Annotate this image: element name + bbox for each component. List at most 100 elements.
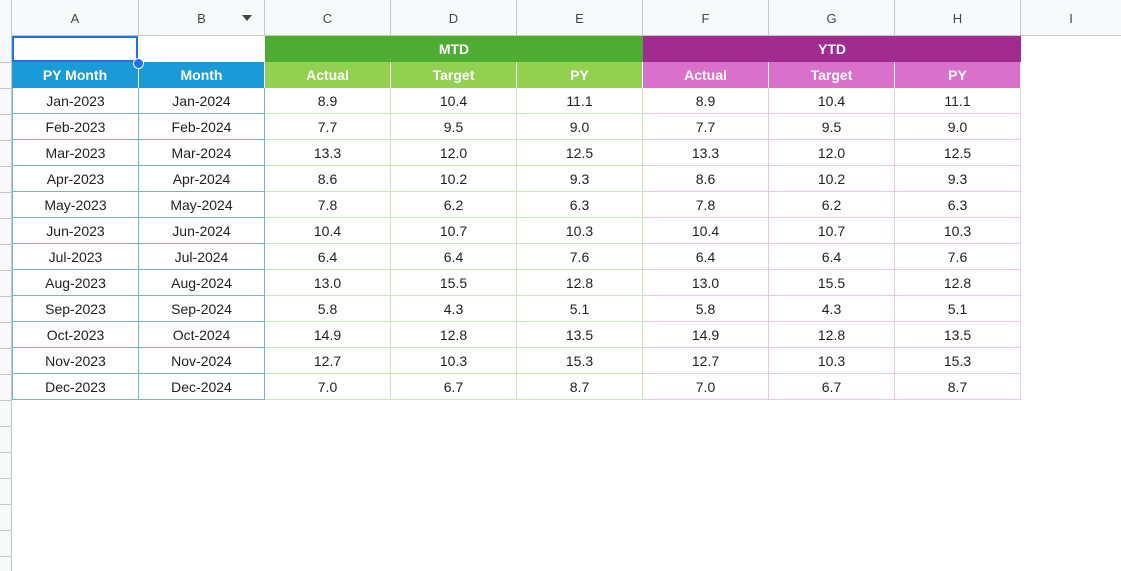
cell-mtd-actual[interactable]: 12.7 [265,348,391,374]
cell-ytd-target[interactable]: 12.0 [769,140,895,166]
cell-ytd-py[interactable]: 13.5 [895,322,1021,348]
column-header-g[interactable]: G [769,0,895,36]
cell-py-month[interactable]: Sep-2023 [12,296,139,322]
cell-py-month[interactable]: Jul-2023 [12,244,139,270]
header-mtd-py[interactable]: PY [517,62,643,88]
column-header-h[interactable]: H [895,0,1021,36]
cell-mtd-actual[interactable]: 14.9 [265,322,391,348]
cell-ytd-actual[interactable]: 5.8 [643,296,769,322]
cell-py-month[interactable]: May-2023 [12,192,139,218]
cell-ytd-target[interactable]: 4.3 [769,296,895,322]
header-mtd-target[interactable]: Target [391,62,517,88]
cell-mtd-target[interactable]: 10.7 [391,218,517,244]
cell-mtd-actual[interactable]: 10.4 [265,218,391,244]
cell-mtd-actual[interactable]: 7.0 [265,374,391,400]
cell-month[interactable]: Feb-2024 [139,114,265,140]
cell-mtd-target[interactable]: 6.2 [391,192,517,218]
fill-handle[interactable] [133,58,144,69]
cell-py-month[interactable]: Dec-2023 [12,374,139,400]
header-ytd-actual[interactable]: Actual [643,62,769,88]
cell-py-month[interactable]: Oct-2023 [12,322,139,348]
cell-mtd-target[interactable]: 10.2 [391,166,517,192]
cell-ytd-target[interactable]: 12.8 [769,322,895,348]
cell-ytd-actual[interactable]: 8.6 [643,166,769,192]
cell-ytd-py[interactable]: 5.1 [895,296,1021,322]
cell-mtd-py[interactable]: 12.5 [517,140,643,166]
cell-ytd-actual[interactable]: 14.9 [643,322,769,348]
cell-ytd-py[interactable]: 11.1 [895,88,1021,114]
cell-mtd-py[interactable]: 13.5 [517,322,643,348]
cell-ytd-actual[interactable]: 7.8 [643,192,769,218]
column-header-a[interactable]: A [12,0,139,36]
cell-mtd-actual[interactable]: 13.3 [265,140,391,166]
cell-mtd-py[interactable]: 7.6 [517,244,643,270]
header-ytd-py[interactable]: PY [895,62,1021,88]
cell-month[interactable]: May-2024 [139,192,265,218]
ytd-band-header[interactable]: YTD [643,36,1021,62]
select-all-corner[interactable] [0,0,12,36]
cell-month[interactable]: Jun-2024 [139,218,265,244]
cell-ytd-py[interactable]: 7.6 [895,244,1021,270]
cell-ytd-py[interactable]: 10.3 [895,218,1021,244]
cell-month[interactable]: Sep-2024 [139,296,265,322]
cell-mtd-py[interactable]: 9.3 [517,166,643,192]
cell-mtd-py[interactable]: 5.1 [517,296,643,322]
cell-ytd-actual[interactable]: 13.0 [643,270,769,296]
cell-ytd-py[interactable]: 8.7 [895,374,1021,400]
cell-mtd-target[interactable]: 15.5 [391,270,517,296]
cell-ytd-target[interactable]: 10.4 [769,88,895,114]
column-filter-dropdown-icon[interactable] [242,15,252,21]
cell-ytd-target[interactable]: 6.7 [769,374,895,400]
cell-mtd-py[interactable]: 15.3 [517,348,643,374]
column-header-e[interactable]: E [517,0,643,36]
cell-month[interactable]: Jan-2024 [139,88,265,114]
mtd-band-header[interactable]: MTD [265,36,643,62]
cell-mtd-target[interactable]: 6.4 [391,244,517,270]
cell-py-month[interactable]: Jan-2023 [12,88,139,114]
cell-ytd-py[interactable]: 9.3 [895,166,1021,192]
cell-ytd-actual[interactable]: 7.0 [643,374,769,400]
cell-ytd-target[interactable]: 9.5 [769,114,895,140]
cell-month[interactable]: Aug-2024 [139,270,265,296]
cell-mtd-py[interactable]: 10.3 [517,218,643,244]
cell-py-month[interactable]: Feb-2023 [12,114,139,140]
cell-month[interactable]: Jul-2024 [139,244,265,270]
cell-month[interactable]: Oct-2024 [139,322,265,348]
cell-mtd-actual[interactable]: 6.4 [265,244,391,270]
cell-ytd-py[interactable]: 6.3 [895,192,1021,218]
cell-ytd-target[interactable]: 15.5 [769,270,895,296]
cell-mtd-actual[interactable]: 8.6 [265,166,391,192]
column-header-b[interactable]: B [139,0,265,36]
cell-month[interactable]: Mar-2024 [139,140,265,166]
cell-ytd-py[interactable]: 15.3 [895,348,1021,374]
cell-ytd-py[interactable]: 9.0 [895,114,1021,140]
cell-mtd-actual[interactable]: 7.8 [265,192,391,218]
cell-mtd-target[interactable]: 4.3 [391,296,517,322]
cell-mtd-py[interactable]: 11.1 [517,88,643,114]
cell-mtd-actual[interactable]: 13.0 [265,270,391,296]
cell-py-month[interactable]: Jun-2023 [12,218,139,244]
row-number-strip[interactable] [0,36,12,571]
column-header-i[interactable]: I [1069,10,1073,26]
header-month[interactable]: Month [139,62,265,88]
cell-mtd-actual[interactable]: 8.9 [265,88,391,114]
cell-mtd-actual[interactable]: 7.7 [265,114,391,140]
cell-py-month[interactable]: Aug-2023 [12,270,139,296]
header-ytd-target[interactable]: Target [769,62,895,88]
cell-ytd-actual[interactable]: 6.4 [643,244,769,270]
cell-py-month[interactable]: Nov-2023 [12,348,139,374]
active-cell-selection[interactable] [12,36,138,62]
cell-ytd-actual[interactable]: 12.7 [643,348,769,374]
cell-mtd-py[interactable]: 12.8 [517,270,643,296]
cell-ytd-target[interactable]: 10.7 [769,218,895,244]
column-header-f[interactable]: F [643,0,769,36]
cell-ytd-target[interactable]: 6.2 [769,192,895,218]
cell-month[interactable]: Dec-2024 [139,374,265,400]
header-mtd-actual[interactable]: Actual [265,62,391,88]
cell-ytd-actual[interactable]: 13.3 [643,140,769,166]
cell-ytd-actual[interactable]: 8.9 [643,88,769,114]
cell-ytd-py[interactable]: 12.5 [895,140,1021,166]
cell-mtd-target[interactable]: 12.8 [391,322,517,348]
cell-month[interactable]: Nov-2024 [139,348,265,374]
column-header-d[interactable]: D [391,0,517,36]
